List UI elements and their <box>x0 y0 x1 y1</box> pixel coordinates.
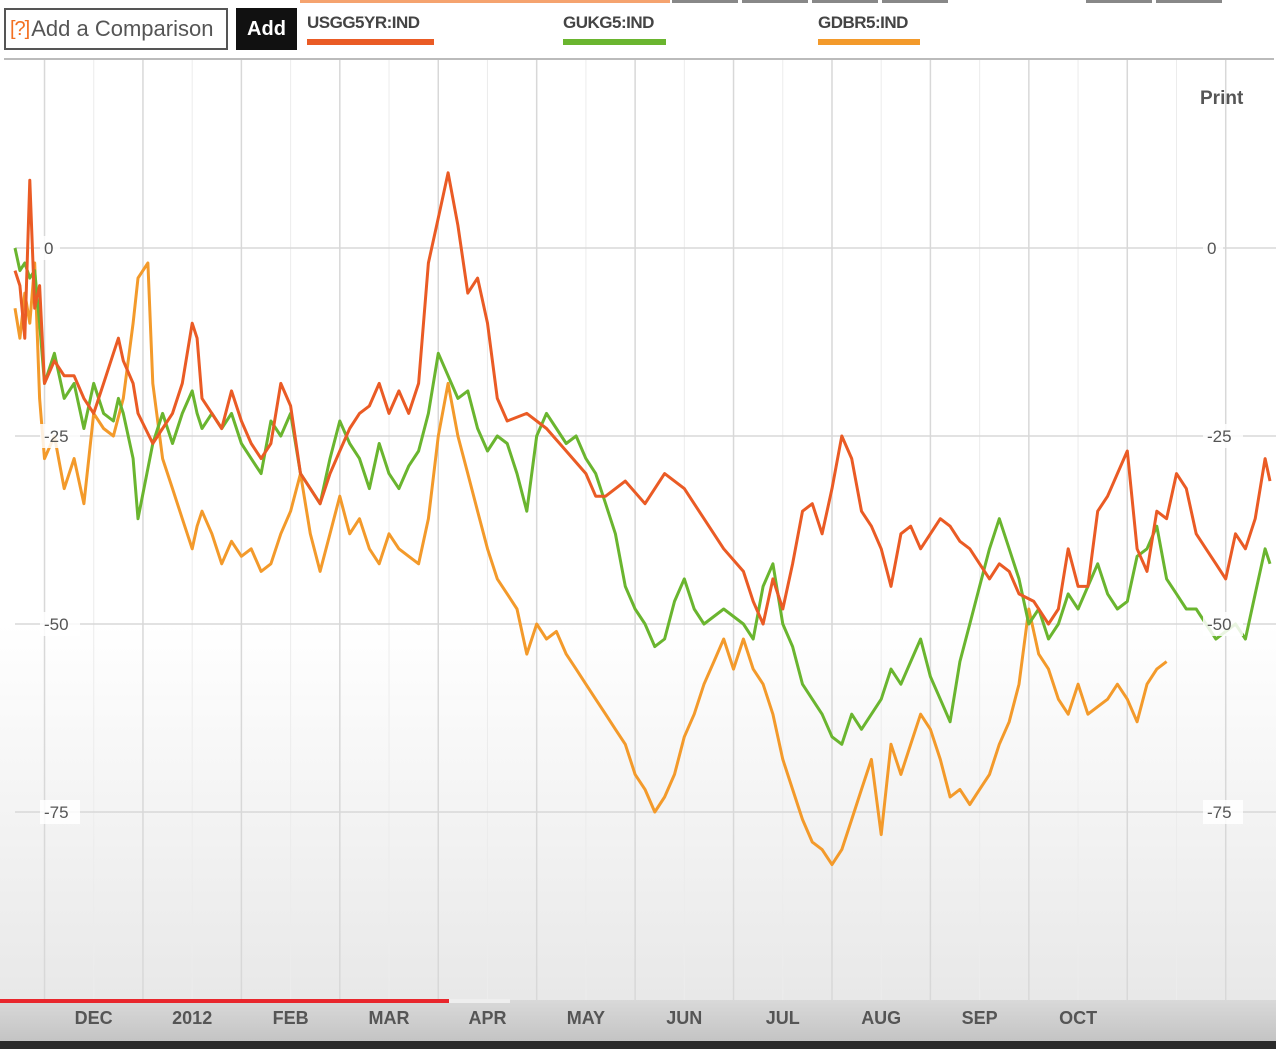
add-comparison-input[interactable]: [?] Add a Comparison <box>4 8 228 50</box>
y-tick-label-left: -75 <box>44 803 69 822</box>
y-tick-label-bg <box>1203 612 1243 636</box>
y-tick-label-right: 0 <box>1207 239 1216 258</box>
help-icon[interactable]: [?] <box>10 17 30 40</box>
x-axis-bar <box>0 1000 1276 1041</box>
add-comparison-placeholder: Add a Comparison <box>31 16 214 41</box>
print-link[interactable]: Print <box>1200 88 1244 109</box>
legend-label-gukg5: GUKG5:IND <box>563 13 654 32</box>
x-tick-label: MAY <box>566 1008 606 1028</box>
legend-item-usgg5yr[interactable]: USGG5YR:IND <box>307 12 434 45</box>
add-button[interactable]: Add <box>236 8 297 50</box>
y-tick-label-left: -25 <box>44 427 69 446</box>
legend-swatch-gukg5 <box>563 39 666 45</box>
y-tick-label-left: 0 <box>44 239 53 258</box>
timeline-progress[interactable] <box>0 999 510 1003</box>
y-tick-label-bg <box>40 612 80 636</box>
series-line-gdbr5[interactable] <box>13 261 1168 867</box>
x-tick-label: SEP <box>961 1008 998 1028</box>
y-tick-label-right: -50 <box>1207 615 1232 634</box>
x-tick-label: JUL <box>765 1008 800 1028</box>
legend-label-gdbr5: GDBR5:IND <box>818 13 908 32</box>
y-tick-label-right: -25 <box>1207 427 1232 446</box>
y-tick-label-bg <box>1203 236 1223 260</box>
y-tick-label-right: -75 <box>1207 803 1232 822</box>
toolbar-divider <box>4 58 1274 60</box>
x-tick-label: DEC <box>74 1008 113 1028</box>
legend-swatch-usgg5yr <box>307 39 434 45</box>
plot-background <box>0 60 1276 1000</box>
x-tick-label: 2012 <box>172 1008 213 1028</box>
y-tick-label-bg <box>40 424 80 448</box>
series-layer <box>13 171 1272 867</box>
legend-label-usgg5yr: USGG5YR:IND <box>307 13 420 32</box>
yield-spread-chart: 0 0 -25 -25 -50 -50 -75 -75 <box>0 60 1276 1000</box>
x-tick-label: FEB <box>272 1008 309 1028</box>
legend-item-gukg5[interactable]: GUKG5:IND <box>563 12 666 45</box>
y-tick-label-bg <box>1203 800 1243 824</box>
y-tick-label-bg <box>1203 424 1243 448</box>
y-tick-label-left: -50 <box>44 615 69 634</box>
legend-item-gdbr5[interactable]: GDBR5:IND <box>818 12 920 45</box>
comparison-toolbar: [?] Add a Comparison Add USGG5YR:IND GUK… <box>0 0 1276 60</box>
grid-layer <box>15 60 1276 1000</box>
x-tick-label: APR <box>468 1008 507 1028</box>
legend-swatch-gdbr5 <box>818 39 920 45</box>
series-line-gukg5[interactable] <box>13 247 1272 746</box>
x-tick-label: OCT <box>1059 1008 1098 1028</box>
timeline-progress-fill <box>0 999 449 1003</box>
x-tick-label: JUN <box>666 1008 703 1028</box>
bottom-edge <box>0 1041 1276 1049</box>
y-tick-label-bg <box>40 236 60 260</box>
x-tick-label: AUG <box>861 1008 902 1028</box>
top-accent-strip <box>0 0 1276 3</box>
y-tick-label-bg <box>40 800 80 824</box>
x-tick-label: MAR <box>368 1008 410 1028</box>
y-tick-layer: 0 0 -25 -25 -50 -50 -75 -75 <box>40 236 1243 824</box>
series-line-usgg5yr[interactable] <box>13 171 1272 626</box>
